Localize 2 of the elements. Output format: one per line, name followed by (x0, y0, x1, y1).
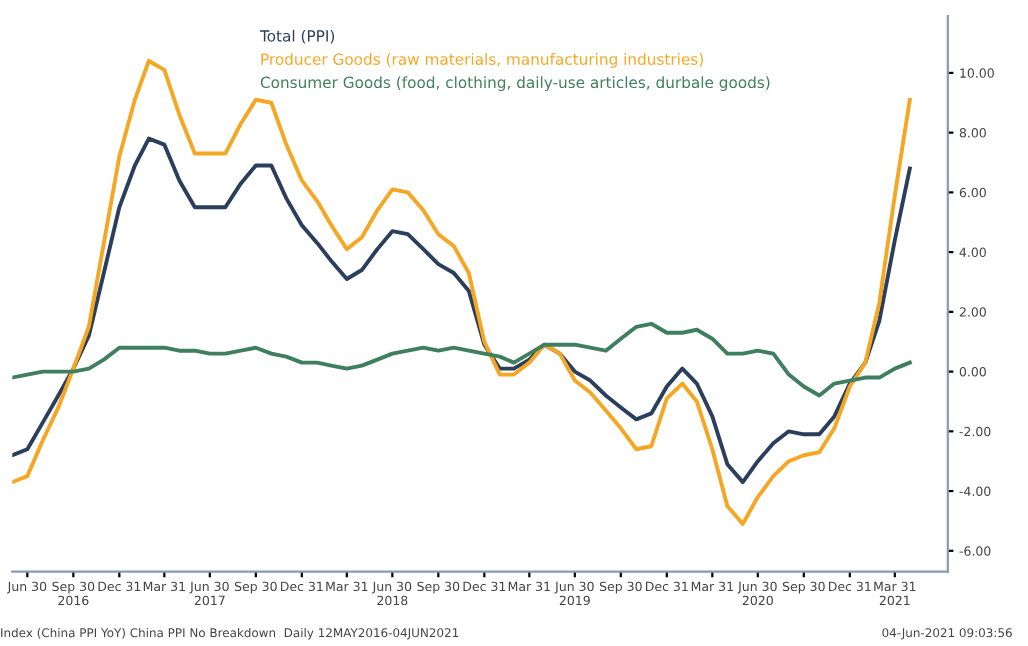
line-series (12, 321, 912, 398)
line-series (12, 136, 912, 485)
